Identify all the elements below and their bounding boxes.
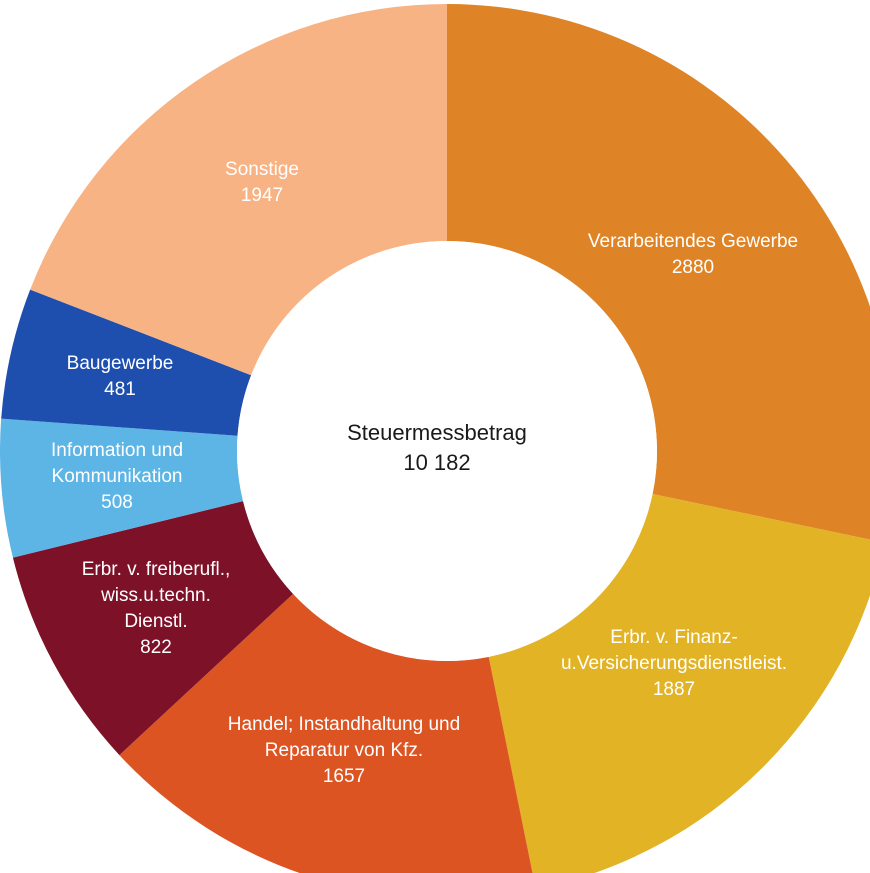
donut-slice-6 [30, 4, 448, 376]
slice-name-line-6-0: Sonstige [225, 159, 299, 180]
donut-slice-4 [0, 418, 244, 558]
donut-slices [0, 4, 870, 873]
center-value: 10 182 [403, 450, 470, 475]
slice-name-line-4-0: Information und [51, 440, 183, 461]
slice-name-line-2-1: Reparatur von Kfz. [265, 740, 423, 761]
donut-hole [237, 241, 657, 661]
slice-value-1: 1887 [653, 679, 695, 700]
slice-labels: Verarbeitendes Gewerbe 2880 Erbr. v. Finan… [51, 159, 798, 787]
slice-name-line-0-0: Verarbeitendes Gewerbe [588, 231, 798, 252]
slice-label-1: Erbr. v. Finanz-u.Versicherungsdienstlei… [561, 627, 787, 700]
slice-label-0: Verarbeitendes Gewerbe 2880 [588, 231, 798, 278]
slice-name-line-3-2: Dienstl. [124, 611, 187, 632]
slice-value-5: 481 [104, 379, 136, 400]
donut-slice-0 [447, 4, 870, 540]
slice-name-line-1-1: u.Versicherungsdienstleist. [561, 653, 787, 674]
donut-slice-3 [12, 501, 294, 756]
slice-value-2: 1657 [323, 766, 365, 787]
donut-slice-1 [488, 494, 870, 873]
slice-name-line-2-0: Handel; Instandhaltung und [228, 714, 460, 735]
slice-name-line-4-1: Kommunikation [52, 466, 183, 487]
slice-value-4: 508 [101, 492, 133, 513]
slice-label-6: Sonstige 1947 [225, 159, 299, 206]
slice-label-2: Handel; Instandhaltung und Reparatur von … [228, 714, 460, 787]
slice-label-3: Erbr. v. freiberufl., wiss.u.techn. Dienst… [82, 559, 231, 658]
slice-label-4: Information und Kommunikation 508 [51, 440, 183, 513]
slice-name-line-1-0: Erbr. v. Finanz- [610, 627, 737, 648]
center-title: Steuermessbetrag [347, 420, 527, 445]
donut-slice-5 [1, 289, 252, 436]
slice-value-0: 2880 [672, 257, 714, 278]
slice-name-line-3-1: wiss.u.techn. [100, 585, 211, 606]
slice-value-6: 1947 [241, 185, 283, 206]
slice-name-line-5-0: Baugewerbe [67, 353, 174, 374]
slice-name-line-3-0: Erbr. v. freiberufl., [82, 559, 231, 580]
slice-label-5: Baugewerbe 481 [67, 353, 174, 400]
slice-value-3: 822 [140, 637, 172, 658]
donut-slice-2 [119, 593, 533, 873]
